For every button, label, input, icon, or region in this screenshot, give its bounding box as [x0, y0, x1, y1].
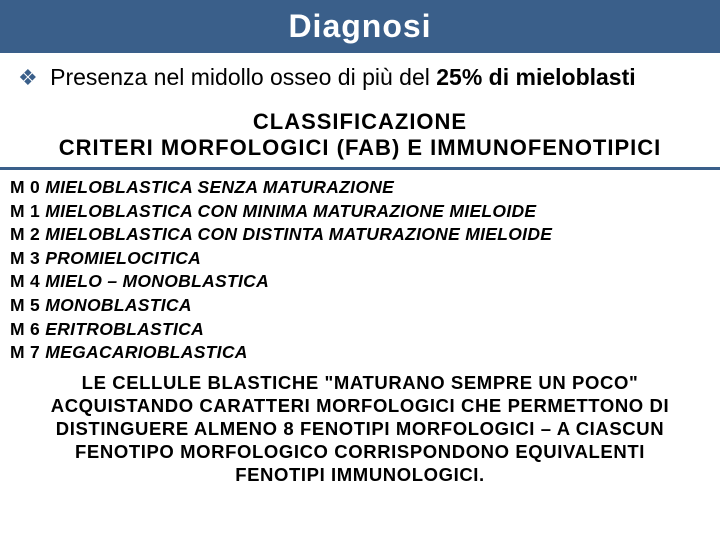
class-code: M 7 [10, 342, 40, 362]
slide-title: Diagnosi [288, 8, 431, 44]
list-item: M 1 MIELOBLASTICA CON MINIMA MATURAZIONE… [10, 200, 710, 224]
class-code: M 1 [10, 201, 40, 221]
slide-header: Diagnosi [0, 0, 720, 53]
class-code: M 4 [10, 271, 40, 291]
class-desc: ERITROBLASTICA [45, 319, 204, 339]
class-code: M 0 [10, 177, 40, 197]
section-subheading: CRITERI MORFOLOGICI (FAB) E IMMUNOFENOTI… [0, 135, 720, 170]
diamond-bullet-icon: ❖ [18, 65, 38, 90]
class-desc: MIELOBLASTICA CON MINIMA MATURAZIONE MIE… [45, 201, 536, 221]
intro-bold: 25% di mieloblasti [436, 64, 635, 90]
class-desc: MEGACARIOBLASTICA [45, 342, 247, 362]
class-desc: MIELOBLASTICA SENZA MATURAZIONE [45, 177, 394, 197]
class-desc: MIELOBLASTICA CON DISTINTA MATURAZIONE M… [45, 224, 552, 244]
class-code: M 2 [10, 224, 40, 244]
list-item: M 5 MONOBLASTICA [10, 294, 710, 318]
class-code: M 3 [10, 248, 40, 268]
list-item: M 0 MIELOBLASTICA SENZA MATURAZIONE [10, 176, 710, 200]
class-code: M 6 [10, 319, 40, 339]
list-item: M 3 PROMIELOCITICA [10, 247, 710, 271]
class-desc: MONOBLASTICA [45, 295, 192, 315]
list-item: M 6 ERITROBLASTICA [10, 318, 710, 342]
footer-paragraph: LE CELLULE BLASTICHE "MATURANO SEMPRE UN… [0, 369, 720, 487]
list-item: M 7 MEGACARIOBLASTICA [10, 341, 710, 365]
intro-block: ❖ Presenza nel midollo osseo di più del … [0, 53, 720, 107]
list-item: M 2 MIELOBLASTICA CON DISTINTA MATURAZIO… [10, 223, 710, 247]
classification-list: M 0 MIELOBLASTICA SENZA MATURAZIONE M 1 … [0, 170, 720, 369]
class-desc: MIELO – MONOBLASTICA [45, 271, 269, 291]
section-heading: CLASSIFICAZIONE [0, 107, 720, 135]
class-desc: PROMIELOCITICA [45, 248, 201, 268]
intro-text: Presenza nel midollo osseo di più del [50, 64, 436, 90]
class-code: M 5 [10, 295, 40, 315]
list-item: M 4 MIELO – MONOBLASTICA [10, 270, 710, 294]
